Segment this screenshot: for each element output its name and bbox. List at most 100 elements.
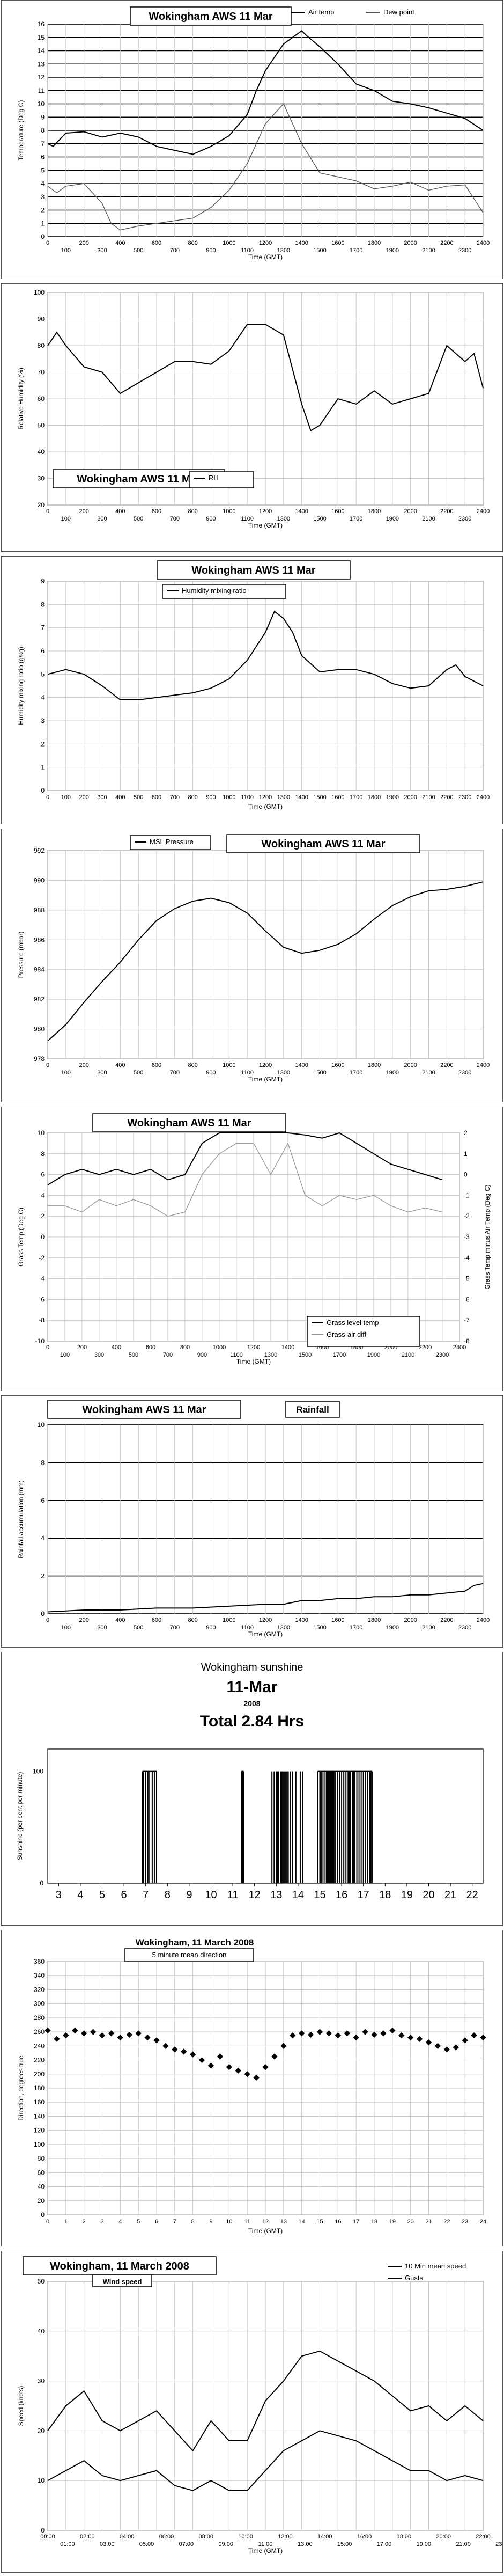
- panel-sun: Wokingham sunshine 11-Mar 2008 Total 2.84 H…: [1, 1652, 503, 1926]
- dir-legend-label: 5 minute mean direction: [152, 1951, 227, 1959]
- temp-ytick-label: 11: [38, 87, 45, 94]
- dir-ytick-label: 180: [34, 2084, 45, 2092]
- rh-title: Wokingham AWS 11 Mar: [77, 473, 201, 485]
- rain-xtick-label: 0: [46, 1617, 49, 1623]
- pres-xtick-label: 500: [134, 1070, 143, 1076]
- grass-ytick-right-label: -2: [464, 1212, 470, 1220]
- rh-xtick-label: 0: [46, 508, 49, 515]
- grass-legend-label: Grass level temp: [327, 1319, 379, 1327]
- hmr-ytick-label: 0: [41, 787, 45, 794]
- dir-ytick-label: 60: [38, 2169, 45, 2176]
- pres-series-line-0: [47, 881, 484, 1042]
- temp-ytick-label: 15: [38, 34, 45, 41]
- temp-ytick-label: 5: [41, 166, 45, 174]
- rain-ylabel: Rainfall accumulation (mm): [17, 1480, 25, 1558]
- dir-data-point: [380, 2030, 387, 2037]
- rain-xtick-label: 1500: [313, 1624, 326, 1631]
- rh-xtick-label: 2300: [458, 516, 471, 522]
- dir-data-point: [325, 2030, 332, 2037]
- temp-xtick-label: 1200: [259, 240, 272, 246]
- sun-ylabel: Sunshine (per cent per minute): [16, 1772, 24, 1861]
- dir-xtick-label: 19: [389, 2219, 396, 2225]
- dir-ylabel: Direction, degrees true: [17, 2055, 25, 2121]
- rh-xtick-label: 500: [134, 516, 143, 522]
- panel-grass: -10 -8 -6 -4 -2 0 2 4 6 8 10 0 200 400 600 800 1000 1200 1…: [1, 1107, 503, 1391]
- dir-xtick-label: 8: [191, 2219, 195, 2225]
- dir-xtick-label: 18: [371, 2219, 377, 2225]
- grass-xtick-label: 2300: [436, 1352, 449, 1358]
- dir-ytick-label: 220: [34, 2057, 45, 2064]
- rh-legend-box: [189, 471, 254, 488]
- hmr-xtick-label: 1700: [350, 794, 362, 801]
- pres-xtick-label: 2000: [404, 1062, 417, 1069]
- dir-ytick-label: 280: [34, 2014, 45, 2022]
- panel-rain: 0 2 4 6 8 10 0 200 400 600 800 1000 1200 1400 1600 1800…: [1, 1395, 503, 1648]
- dir-ytick-label: 200: [34, 2070, 45, 2078]
- pres-xlabel: Time (GMT): [248, 1075, 283, 1083]
- dir-xtick-label: 21: [425, 2219, 432, 2225]
- pres-ylabel: Pressure (mbar): [17, 932, 25, 978]
- grass-ytick-label: 8: [41, 1150, 45, 1158]
- dir-data-point: [271, 2053, 278, 2060]
- wind-xtick-label: 16:00: [357, 2534, 372, 2540]
- rh-ytick-label: 50: [38, 422, 45, 429]
- hmr-xtick-label: 2300: [458, 794, 471, 801]
- hmr-ytick-label: 9: [41, 577, 45, 585]
- rh-ytick-label: 100: [34, 289, 45, 296]
- wind-xtick-label: 21:00: [456, 2541, 471, 2548]
- rh-xtick-label: 1700: [350, 516, 362, 522]
- rain-xtick-label: 1200: [259, 1617, 272, 1623]
- temp-xlabel: Time (GMT): [248, 253, 283, 261]
- pres-xtick-label: 2400: [477, 1062, 490, 1069]
- dir-ytick-label: 20: [38, 2197, 45, 2205]
- wind-xtick-label: 19:00: [417, 2541, 432, 2548]
- dir-xtick-label: 10: [226, 2219, 232, 2225]
- grass-xtick-label: 700: [163, 1352, 173, 1358]
- wind-ytick-label: 0: [41, 2527, 45, 2534]
- sun-xtick-label: 15: [314, 1889, 325, 1901]
- wind-xtick-label: 11:00: [258, 2541, 273, 2548]
- hmr-xtick-label: 2200: [440, 794, 453, 801]
- dir-ytick-label: 120: [34, 2127, 45, 2134]
- dir-data-point: [244, 2071, 250, 2077]
- pres-title-box: [226, 834, 420, 853]
- hmr-xtick-label: 600: [152, 794, 161, 801]
- rh-xtick-label: 1300: [277, 516, 290, 522]
- grass-series-line-0: [47, 1132, 443, 1185]
- grass-ylabel-right: Grass Temp minus Air Temp (Deg C): [484, 1185, 491, 1290]
- grass-xtick-label: 100: [60, 1352, 70, 1358]
- dir-data-point: [453, 2044, 459, 2051]
- rain-xtick-label: 1700: [350, 1624, 362, 1631]
- pres-xtick-label: 1800: [368, 1062, 381, 1069]
- sun-xtick-label: 20: [423, 1889, 434, 1901]
- temp-xtick-label: 200: [79, 240, 88, 246]
- dir-data-point: [316, 2029, 323, 2035]
- grass-ytick-right-label: -7: [464, 1316, 470, 1324]
- grass-xtick-label: 2100: [402, 1352, 414, 1358]
- dir-xtick-label: 1: [64, 2219, 68, 2225]
- dir-ytick-label: 140: [34, 2112, 45, 2120]
- rh-xlabel: Time (GMT): [248, 522, 283, 529]
- wind-xtick-label: 04:00: [120, 2534, 135, 2540]
- wind-xtick-label: 00:00: [40, 2534, 55, 2540]
- pres-xtick-label: 1100: [241, 1070, 254, 1076]
- pres-xtick-label: 600: [152, 1062, 161, 1069]
- temp-xtick-label: 100: [61, 247, 71, 254]
- panel-temp: 0 1 2 3 4 5 6 7 8 9 10 11 12 13 14 15 16 0 200 400 600 800 100…: [1, 0, 503, 279]
- dir-xtick-label: 13: [280, 2219, 287, 2225]
- rain-xtick-label: 2000: [404, 1617, 417, 1623]
- grass-ytick-label: -4: [39, 1275, 45, 1283]
- rh-ytick-label: 20: [38, 501, 45, 509]
- rh-xtick-label: 1200: [259, 508, 272, 515]
- wind-xtick-label: 01:00: [60, 2541, 75, 2548]
- temp-xtick-label: 0: [46, 240, 49, 246]
- wind-xtick-label: 22:00: [476, 2534, 491, 2540]
- dir-xtick-label: 22: [443, 2219, 450, 2225]
- temp-ytick-label: 14: [38, 47, 45, 55]
- dir-xtick-label: 7: [173, 2219, 176, 2225]
- rain-ytick-label: 8: [41, 1459, 45, 1466]
- temp-ytick-label: 2: [41, 207, 45, 214]
- rh-xtick-label: 1100: [241, 516, 254, 522]
- hmr-title: Wokingham AWS 11 Mar: [191, 565, 315, 576]
